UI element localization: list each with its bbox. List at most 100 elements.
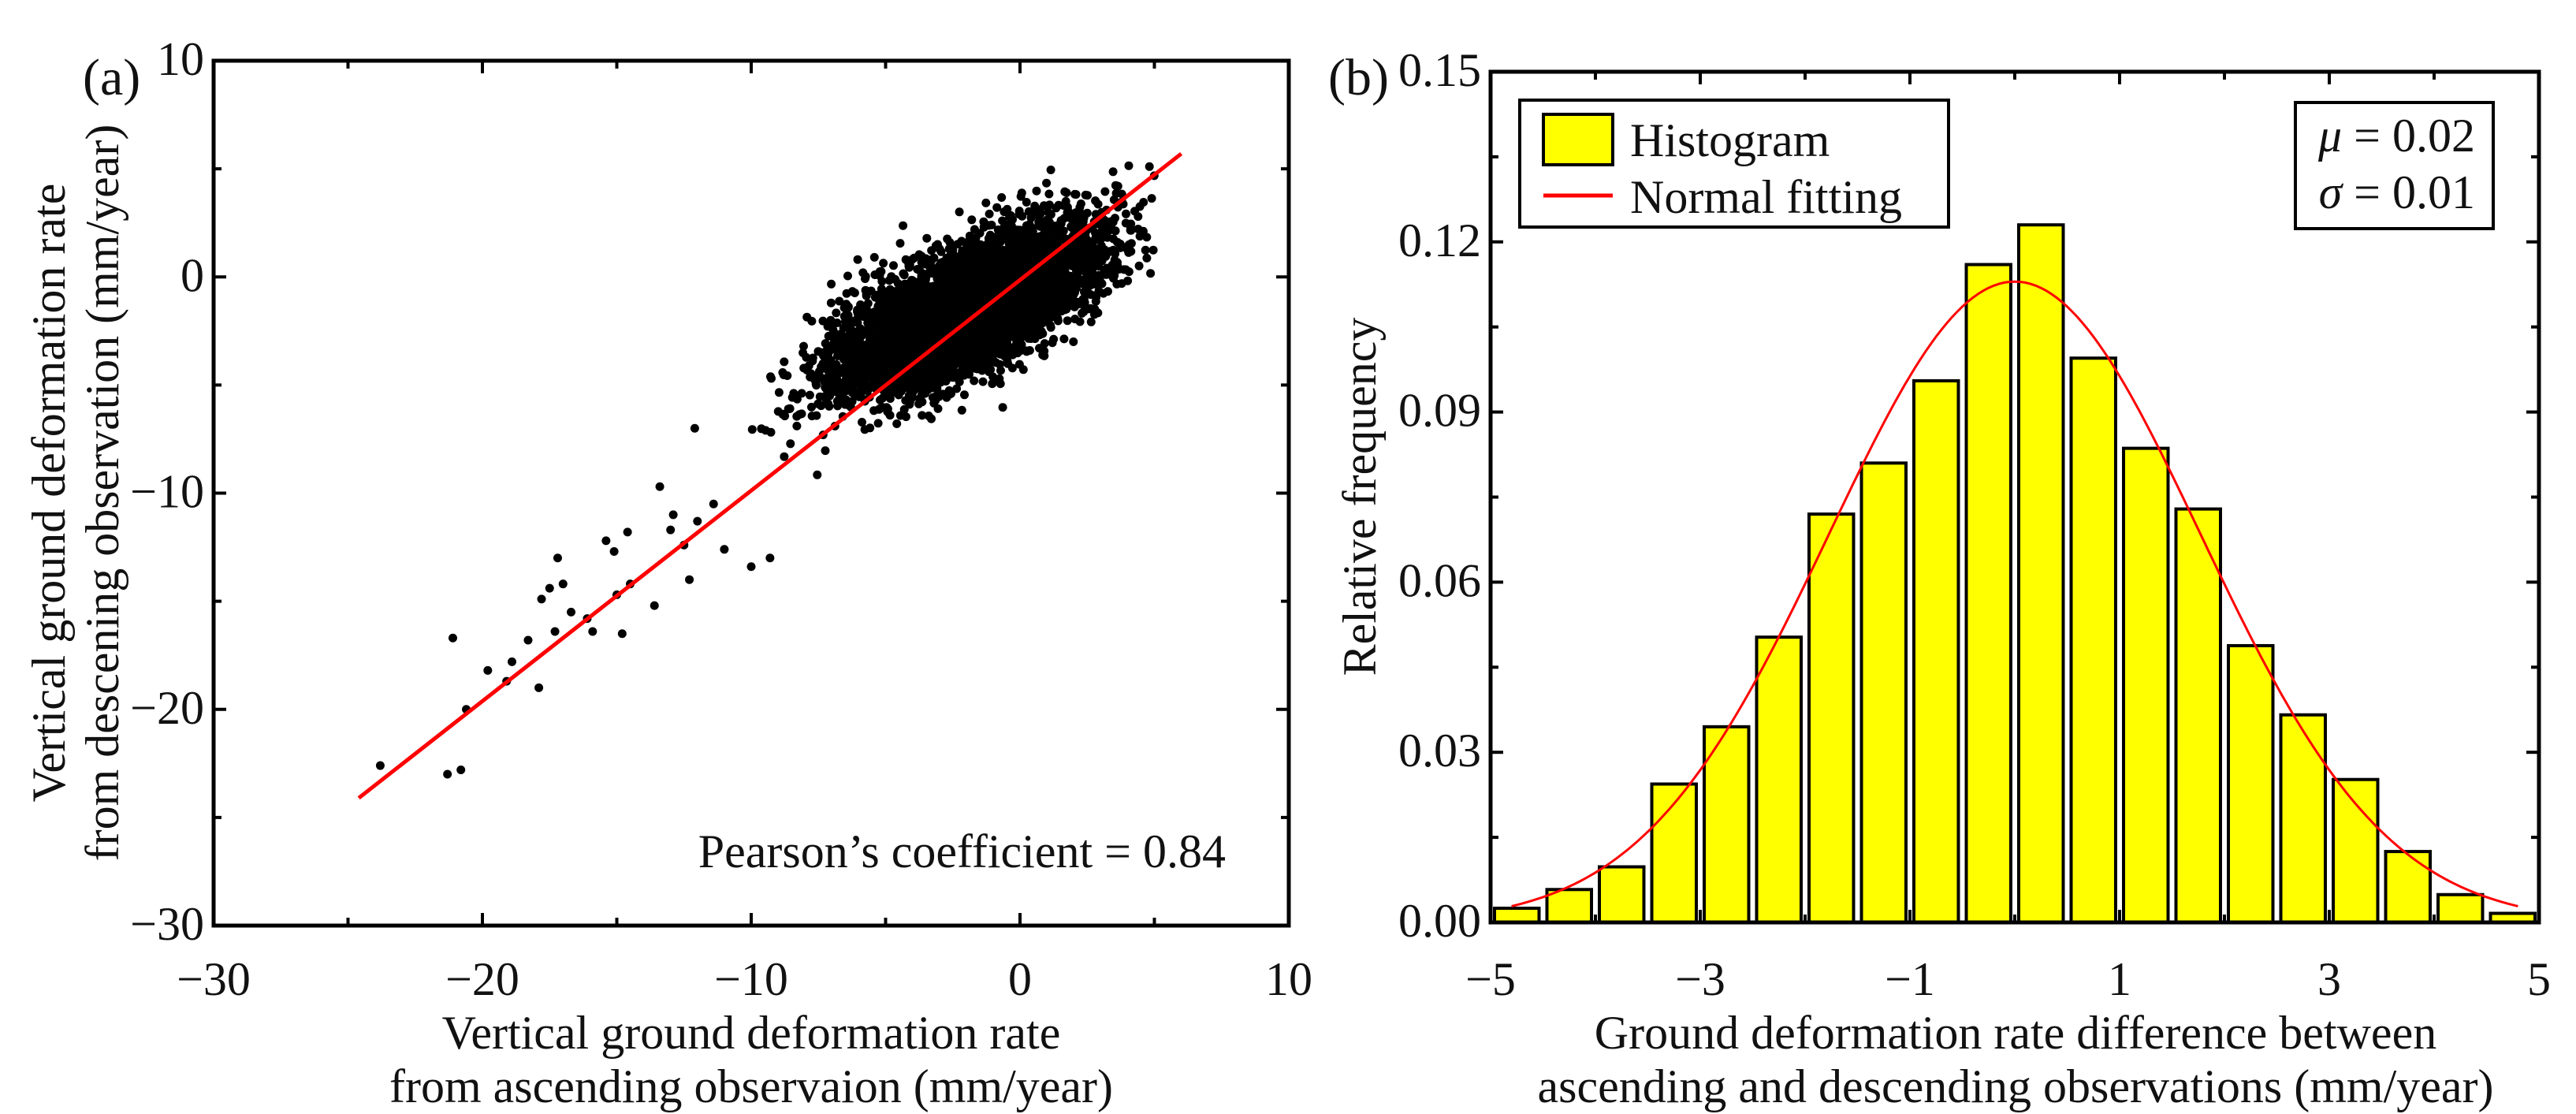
scatter-point bbox=[799, 341, 808, 351]
scatter-point bbox=[813, 470, 822, 479]
scatter-point bbox=[909, 386, 918, 396]
scatter-point bbox=[774, 388, 784, 397]
scatter-point bbox=[1015, 319, 1025, 329]
scatter-point bbox=[982, 323, 992, 333]
scatter-point bbox=[947, 273, 956, 282]
scatter-point bbox=[975, 326, 985, 335]
scatter-point bbox=[558, 579, 568, 589]
scatter-point bbox=[1059, 226, 1068, 236]
scatter-point bbox=[879, 259, 888, 268]
scatter-point bbox=[918, 270, 928, 280]
scatter-point bbox=[780, 452, 789, 461]
scatter-point bbox=[550, 627, 560, 636]
scatter-point bbox=[944, 255, 953, 265]
scatter-point bbox=[1060, 294, 1070, 304]
scatter-point bbox=[1022, 346, 1031, 356]
scatter-point bbox=[1109, 195, 1119, 204]
scatter-point bbox=[989, 313, 999, 322]
scatter-point bbox=[1033, 295, 1042, 304]
scatter-point bbox=[928, 379, 937, 389]
scatter-point bbox=[1029, 241, 1038, 251]
scatter-point bbox=[970, 376, 979, 386]
scatter-point bbox=[944, 244, 954, 254]
scatter-point bbox=[827, 322, 836, 331]
scatter-point bbox=[1032, 186, 1041, 196]
scatter-point bbox=[978, 377, 988, 386]
scatter-point bbox=[870, 337, 879, 346]
scatter-point bbox=[1016, 237, 1026, 246]
scatter-point bbox=[913, 301, 922, 311]
scatter-point bbox=[798, 348, 808, 357]
scatter-point bbox=[996, 360, 1004, 369]
scatter-point bbox=[1147, 194, 1156, 203]
scatter-point bbox=[1126, 219, 1136, 229]
scatter-point bbox=[1126, 247, 1136, 256]
scatter-point bbox=[805, 390, 814, 400]
scatter-point bbox=[1007, 304, 1017, 314]
scatter-point bbox=[1091, 280, 1100, 289]
scatter-point bbox=[930, 316, 939, 326]
scatter-point bbox=[818, 316, 828, 326]
scatter-point bbox=[987, 343, 996, 352]
scatter-point bbox=[1036, 237, 1045, 247]
scatter-point bbox=[1041, 230, 1051, 240]
scatter-point bbox=[858, 312, 868, 321]
scatter-point bbox=[1111, 214, 1119, 223]
scatter-point bbox=[957, 405, 966, 415]
scatter-point bbox=[1004, 240, 1014, 248]
scatter-point bbox=[1048, 293, 1058, 303]
scatter-points bbox=[375, 161, 1159, 779]
scatter-point bbox=[1048, 338, 1057, 348]
scatter-point bbox=[1063, 316, 1072, 326]
scatter-point bbox=[1111, 181, 1120, 190]
scatter-point bbox=[839, 355, 848, 364]
scatter-point bbox=[895, 239, 905, 248]
scatter-point bbox=[1090, 250, 1100, 259]
scatter-point bbox=[894, 348, 903, 358]
scatter-point bbox=[902, 351, 910, 360]
scatter-point bbox=[940, 262, 949, 271]
scatter-point bbox=[923, 285, 932, 294]
scatter-point bbox=[999, 245, 1008, 255]
scatter-point bbox=[804, 361, 813, 371]
scatter-point bbox=[988, 285, 997, 294]
scatter-point bbox=[970, 225, 979, 234]
scatter-point bbox=[1108, 167, 1118, 177]
scatter-point bbox=[802, 312, 812, 322]
scatter-point bbox=[884, 385, 893, 394]
scatter-point bbox=[875, 376, 884, 386]
scatter-point bbox=[1024, 207, 1033, 216]
scatter-point bbox=[836, 346, 846, 356]
scatter-point bbox=[991, 374, 1000, 384]
scatter-point bbox=[925, 360, 935, 370]
scatter-point bbox=[786, 439, 795, 449]
scatter-point bbox=[817, 401, 826, 411]
scatter-point bbox=[967, 281, 977, 290]
scatter-point bbox=[959, 351, 968, 360]
scatter-point bbox=[978, 272, 988, 281]
scatter-point bbox=[914, 399, 924, 408]
scatter-point bbox=[1025, 220, 1034, 229]
scatter-point bbox=[1016, 260, 1026, 270]
scatter-point bbox=[941, 306, 951, 315]
scatter-point bbox=[990, 306, 1000, 315]
scatter-point bbox=[780, 357, 789, 367]
scatter-point bbox=[1094, 270, 1104, 280]
scatter-point bbox=[869, 252, 879, 262]
scatter-point bbox=[827, 279, 836, 289]
scatter-point bbox=[817, 362, 826, 371]
scatter-point bbox=[985, 230, 995, 240]
scatter-point bbox=[792, 412, 802, 421]
scatter-point bbox=[1083, 287, 1093, 296]
scatter-point bbox=[650, 601, 659, 610]
scatter-point bbox=[997, 193, 1007, 202]
scatter-point bbox=[534, 683, 544, 692]
scatter-point bbox=[1048, 268, 1058, 278]
scatter-point bbox=[1011, 271, 1020, 281]
scatter-point bbox=[998, 403, 1007, 412]
scatter-point bbox=[1096, 241, 1106, 251]
scatter-point bbox=[1100, 187, 1110, 196]
scatter-point bbox=[508, 657, 517, 666]
scatter-point bbox=[861, 285, 870, 295]
